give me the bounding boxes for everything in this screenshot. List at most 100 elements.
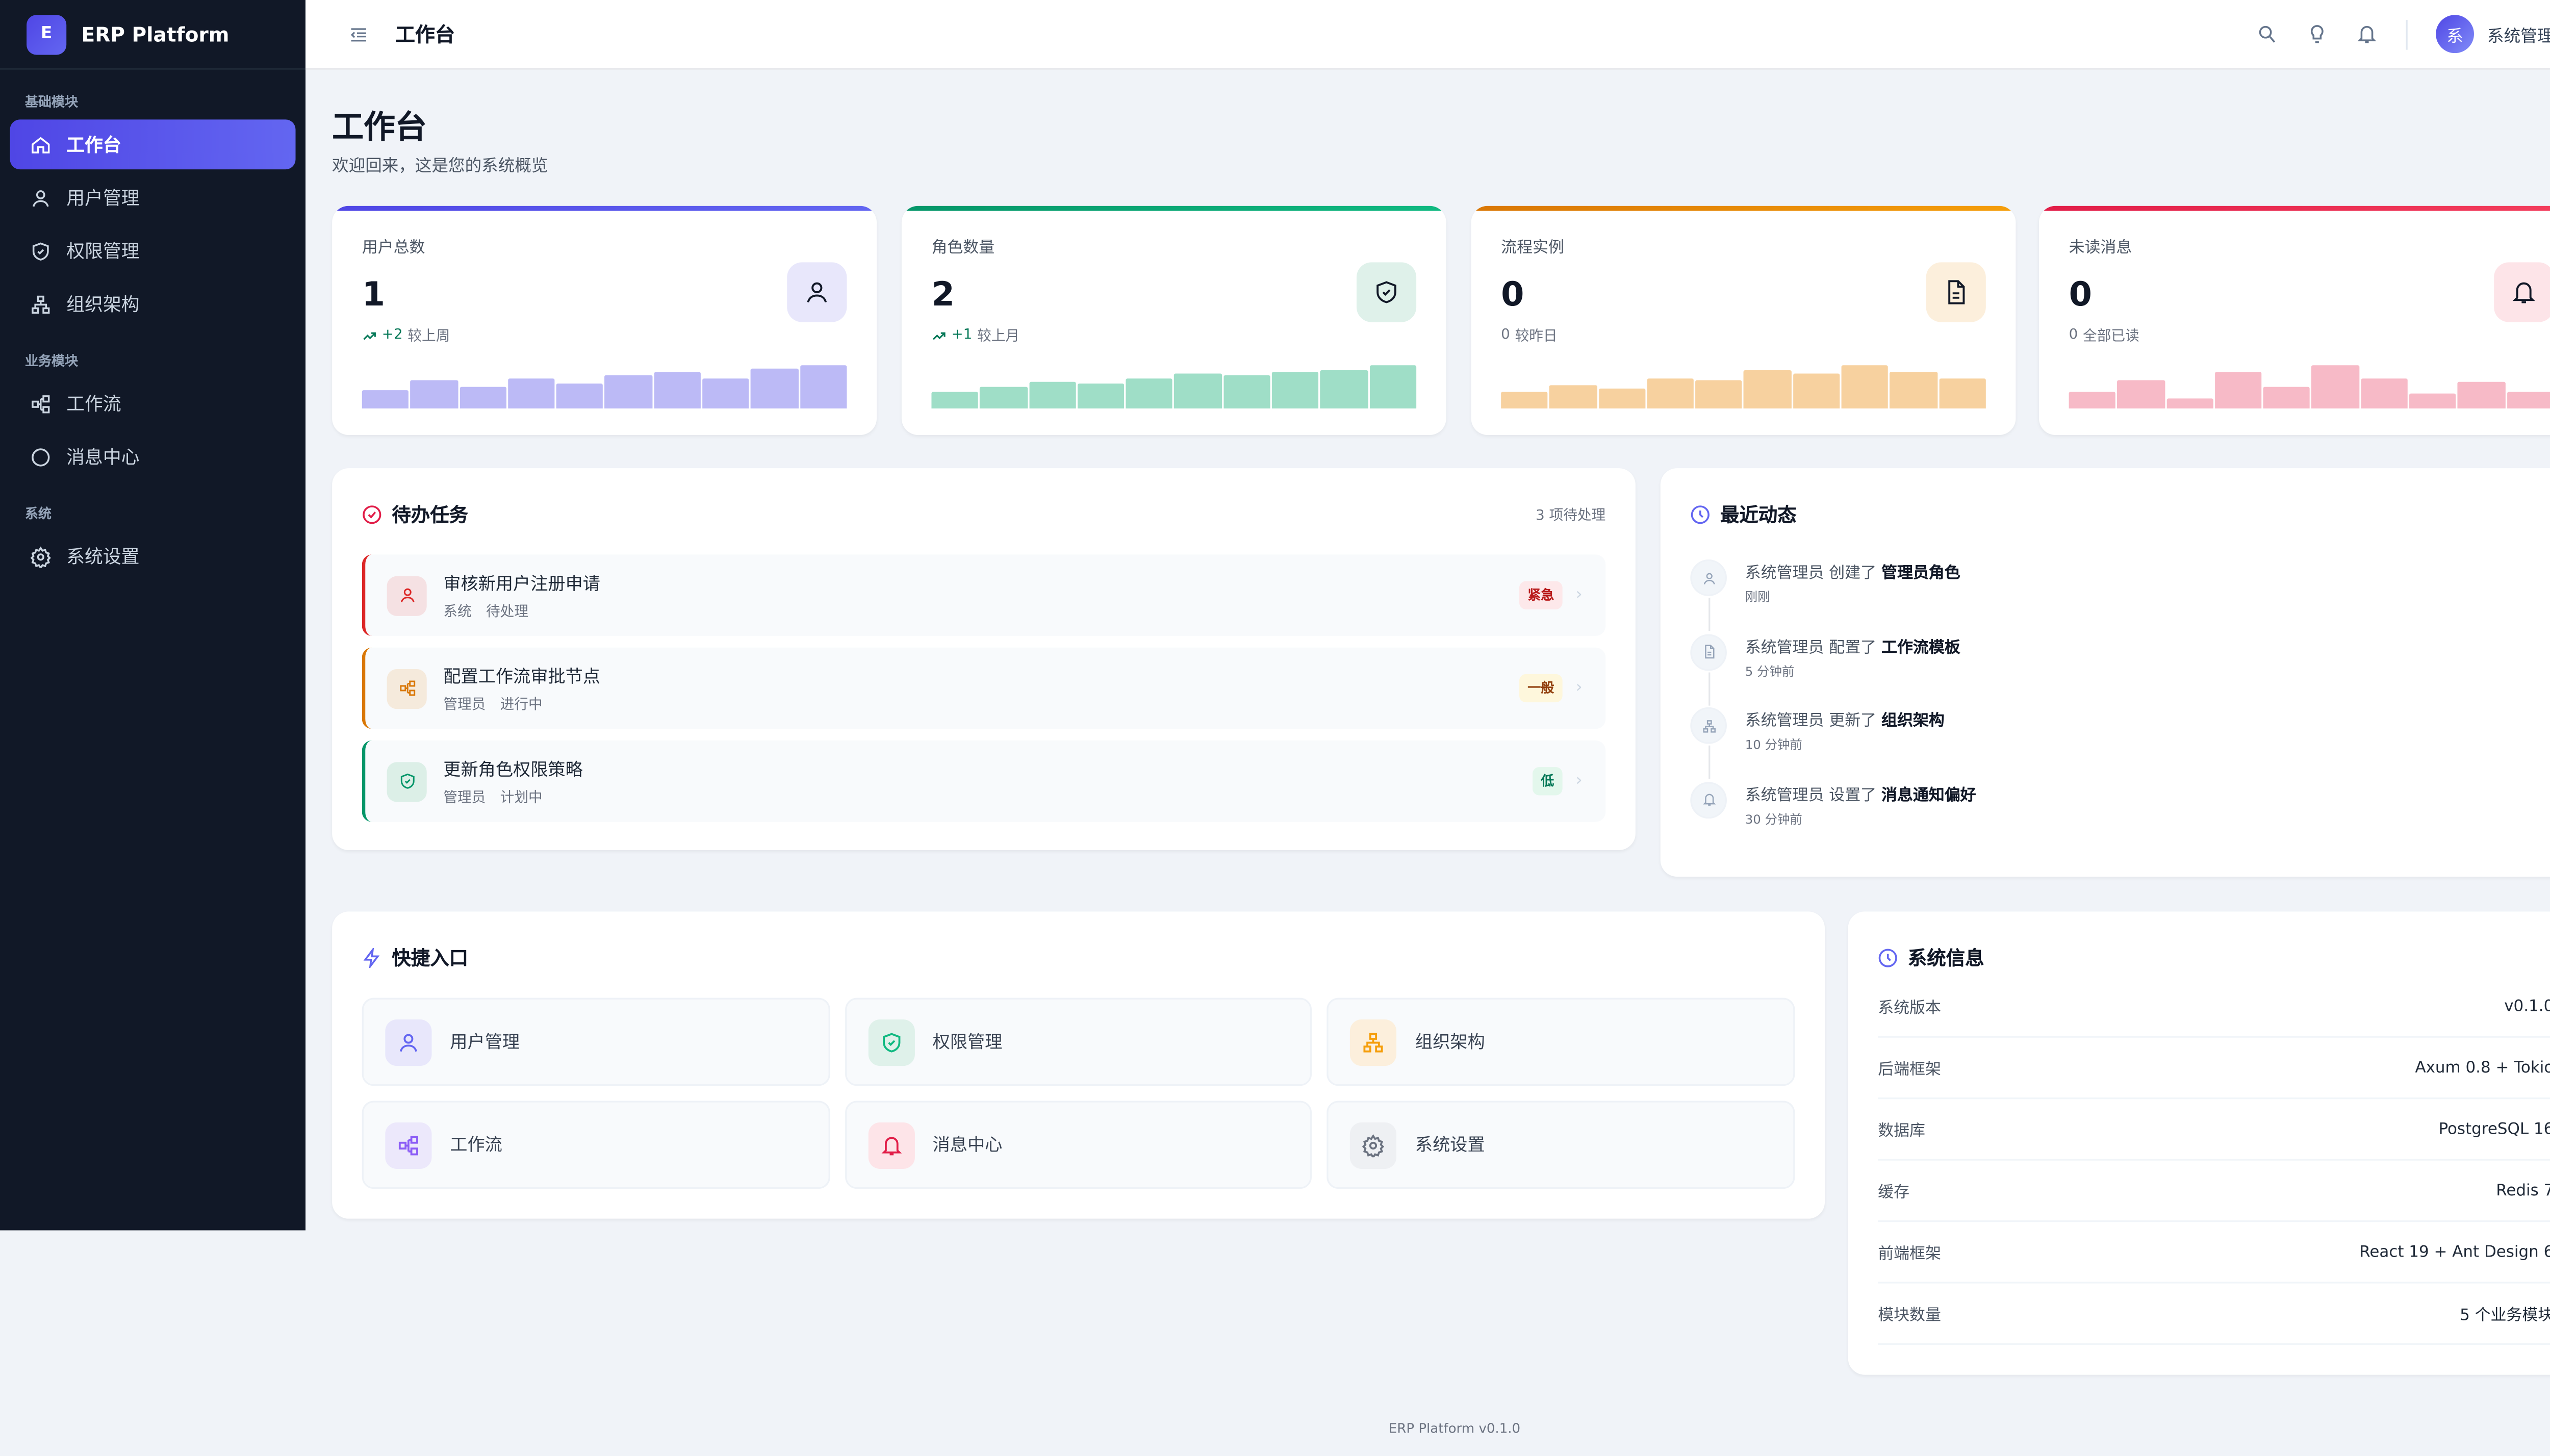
stat-label: 角色数量 xyxy=(931,239,995,258)
stat-label: 用户总数 xyxy=(362,239,425,258)
quick-entry[interactable]: 消息中心 xyxy=(845,1101,1313,1189)
user-icon xyxy=(32,189,49,206)
quick-entry[interactable]: 用户管理 xyxy=(362,998,830,1086)
spark-bar xyxy=(1890,371,1937,408)
sidebar-item-label: 系统设置 xyxy=(66,546,140,568)
chevron-right-icon: › xyxy=(1575,679,1583,698)
sidebar-item-0-0[interactable]: 工作台 xyxy=(10,119,296,170)
chevron-right-icon: › xyxy=(1575,586,1583,605)
document-icon xyxy=(1704,645,1714,659)
info-key: 缓存 xyxy=(1878,1184,1910,1203)
info-row: 后端框架 Axum 0.8 + Tokio xyxy=(1878,1038,2550,1100)
logo[interactable]: E ERP Platform xyxy=(0,0,306,70)
info-value: Redis 7 xyxy=(2496,1181,2550,1200)
spark-bar xyxy=(2360,378,2408,408)
spark-bar xyxy=(2166,397,2213,408)
info-value: PostgreSQL 16 xyxy=(2438,1119,2550,1138)
trend-text: 较昨日 xyxy=(1515,328,1558,346)
quick-entry[interactable]: 工作流 xyxy=(362,1101,830,1189)
spark-bar xyxy=(556,384,604,408)
user-name[interactable]: 系统管理员 xyxy=(2487,28,2550,47)
spark-bar xyxy=(702,377,750,408)
workflow-icon xyxy=(32,394,50,413)
spark-bar xyxy=(2263,387,2311,408)
spark-bar xyxy=(2507,391,2550,408)
stat-label: 未读消息 xyxy=(2069,239,2132,258)
page-subtitle: 欢迎回来，这是您的系统概览 xyxy=(332,158,548,176)
sidebar-section-title: 基础模块 xyxy=(24,94,79,110)
menu-fold-icon[interactable] xyxy=(349,24,369,44)
stat-card: 流程实例 0 0 较昨日 xyxy=(1471,206,2016,435)
spark-bar xyxy=(2069,391,2116,408)
spark-bar xyxy=(1501,391,1548,408)
info-value: Axum 0.8 + Tokio xyxy=(2415,1058,2550,1077)
trend-up-icon xyxy=(363,331,376,339)
stat-icon-box xyxy=(2494,262,2550,322)
sidebar-item-3-0[interactable]: 组织架构 xyxy=(10,279,296,329)
task-owner: 管理员 xyxy=(443,789,486,806)
bell-icon xyxy=(1702,794,1715,806)
tasks-count: 3 项待处理 xyxy=(1536,508,1606,525)
sidebar-item-0-1[interactable]: 工作流 xyxy=(10,378,296,428)
activity-actor: 系统管理员 xyxy=(1745,786,1824,805)
activity-action: 更新了 xyxy=(1829,712,1877,731)
lightbulb-icon[interactable] xyxy=(2306,23,2328,45)
quick-entry[interactable]: 系统设置 xyxy=(1327,1101,1795,1189)
sidebar-item-0-2[interactable]: 系统设置 xyxy=(10,531,296,581)
footer: ERP Platform v0.1.0 xyxy=(1388,1421,1521,1437)
shield-icon xyxy=(32,241,49,260)
search-icon[interactable] xyxy=(2256,23,2278,45)
sidebar-item-2-0[interactable]: 权限管理 xyxy=(10,226,296,276)
sidebar-section-title: 业务模块 xyxy=(24,353,79,369)
activity-actor: 系统管理员 xyxy=(1745,564,1824,583)
stat-icon-box xyxy=(1356,262,1417,322)
quick-entry-label: 工作流 xyxy=(450,1135,502,1156)
sparkline xyxy=(362,365,847,408)
activity-action: 配置了 xyxy=(1829,638,1877,657)
quick-entry-label: 用户管理 xyxy=(450,1033,520,1053)
info-value: 5 个业务模块 xyxy=(2460,1307,2550,1325)
activity-time: 30 分钟前 xyxy=(1745,811,1802,826)
activity-time: 刚刚 xyxy=(1745,589,1770,605)
info-key: 系统版本 xyxy=(1878,999,1941,1018)
info-row: 数据库 PostgreSQL 16 xyxy=(1878,1099,2550,1161)
page-title: 工作台 xyxy=(332,109,427,146)
spark-bar xyxy=(605,374,652,408)
sysinfo-card: 系统信息 系统版本 v0.1.0 后端框架 Axum 0.8 + Tokio 数据库 Po… xyxy=(1848,911,2550,1375)
activity-actor: 系统管理员 xyxy=(1745,638,1824,657)
spark-bar xyxy=(1369,365,1417,408)
task-status: 待处理 xyxy=(486,603,529,621)
tasks-title: 待办任务 xyxy=(392,503,469,527)
sidebar-item-1-0[interactable]: 用户管理 xyxy=(10,173,296,223)
check-circle-icon xyxy=(363,505,381,524)
user-icon xyxy=(807,282,827,303)
home-icon xyxy=(32,136,50,153)
stat-value: 2 xyxy=(931,274,955,314)
bell-icon[interactable] xyxy=(2356,23,2378,45)
task-item[interactable]: 审核新用户注册申请 系统 待处理 紧急 › xyxy=(362,554,1606,636)
user-icon xyxy=(1703,572,1715,584)
quick-entry[interactable]: 组织架构 xyxy=(1327,998,1795,1086)
avatar[interactable]: 系 xyxy=(2436,15,2474,54)
spark-bar xyxy=(1939,378,1986,408)
task-item[interactable]: 配置工作流审批节点 管理员 进行中 一般 › xyxy=(362,647,1606,729)
divider xyxy=(2406,19,2408,49)
shield-check-icon xyxy=(882,1032,900,1052)
spark-bar xyxy=(1841,365,1889,408)
task-item[interactable]: 更新角色权限策略 管理员 计划中 低 › xyxy=(362,740,1606,822)
gear-icon xyxy=(1362,1133,1385,1157)
stat-card: 用户总数 1 +2 较上周 xyxy=(332,206,877,435)
priority-badge: 低 xyxy=(1533,767,1563,796)
lightning-icon xyxy=(363,948,380,968)
sidebar-item-1-1[interactable]: 消息中心 xyxy=(10,431,296,481)
sidebar-section-title: 系统 xyxy=(24,506,52,522)
activity-item: 系统管理员 更新了 组织架构 10 分钟前 xyxy=(1690,707,2550,781)
workflow-icon xyxy=(398,1135,418,1155)
quick-entry[interactable]: 权限管理 xyxy=(845,998,1313,1086)
activity-item: 系统管理员 设置了 消息通知偏好 30 分钟前 xyxy=(1690,781,2550,855)
task-owner: 系统 xyxy=(443,603,472,621)
activity-target: 工作流模板 xyxy=(1881,638,1960,657)
spark-bar xyxy=(800,365,847,408)
org-icon xyxy=(1364,1032,1384,1052)
spark-bar xyxy=(1029,382,1076,408)
